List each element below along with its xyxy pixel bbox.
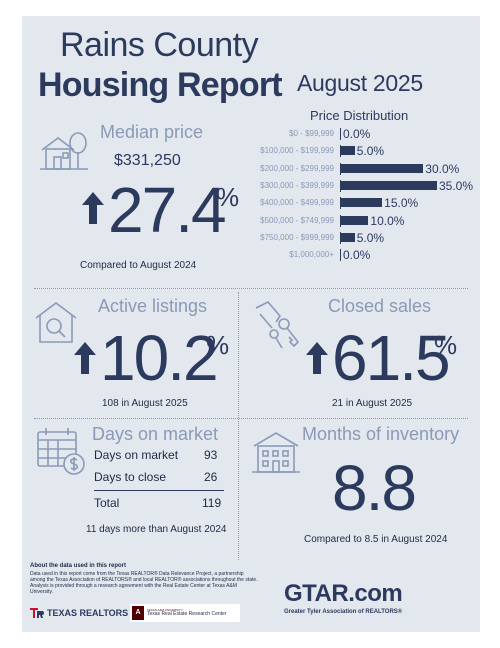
gtar-logo: GTAR.com Greater Tyler Association of RE…: [284, 580, 403, 615]
price-bin-value: 10.0%: [370, 213, 405, 228]
hand-keys-icon: [254, 298, 304, 350]
price-bin-axis-tick: [340, 145, 341, 158]
texas-realtors-text: TEXAS REALTORS: [47, 608, 129, 618]
price-bin-value: 30.0%: [425, 161, 460, 176]
price-bin-label: $300,000 - $399,999: [260, 180, 334, 190]
gtar-tagline: Greater Tyler Association of REALTORS®: [284, 609, 403, 615]
divider-vertical: [238, 292, 239, 560]
closed-sales-change: 61.5: [332, 322, 451, 394]
closed-sales-label: Closed sales: [328, 296, 432, 316]
closed-sales-percent-sign: %: [434, 330, 458, 360]
title-county: Rains County: [60, 26, 259, 64]
tamu-small-text: TEXAS A&M UNIVERSITY: [147, 608, 183, 612]
closed-sales-note: 21 in August 2025: [332, 398, 413, 409]
house-magnifier-icon: [32, 300, 80, 346]
price-bin-bar: [341, 215, 369, 225]
building-icon: [250, 430, 302, 474]
price-bin-value: 35.0%: [439, 178, 474, 193]
median-price-percent-sign: %: [216, 182, 240, 212]
texas-realtors-logo: TEXAS REALTORS: [30, 608, 128, 618]
price-bin-bar: [341, 180, 437, 190]
price-bin-value: 5.0%: [356, 230, 385, 245]
price-bin-label: $1,000,000+: [289, 250, 334, 260]
median-price-note: Compared to August 2024: [80, 260, 197, 271]
price-distribution-title: Price Distribution: [310, 108, 409, 123]
price-bin-axis-tick: [340, 249, 341, 262]
price-bin-value: 5.0%: [356, 144, 385, 159]
price-bin-label: $100,000 - $199,999: [260, 146, 334, 156]
report-page: Rains County Housing Report August 2025 …: [22, 16, 480, 632]
gtar-logo-text: GTAR.com: [284, 580, 403, 607]
price-bin-axis-tick: [340, 162, 341, 175]
price-bin-axis-tick: [340, 214, 341, 227]
months-inventory-label: Months of inventory: [302, 424, 460, 444]
price-bin-bar: [341, 146, 355, 156]
median-price-change: 27.4: [108, 174, 227, 246]
active-listings-change: 10.2: [100, 322, 219, 394]
price-bin-bar: [341, 232, 355, 242]
tamu-center-text: Texas Real Estate Research Center: [147, 611, 227, 617]
about-data-text: Data used in this report come from the T…: [30, 571, 258, 595]
tamu-mark-icon: A: [132, 606, 144, 620]
tamu-logo: A TEXAS A&M UNIVERSITY Texas Real Estate…: [130, 604, 240, 622]
dom-row-value: 93: [204, 448, 218, 462]
price-distribution-chart: $0 - $99,999 0.0% $100,000 - $199,999 5.0% $…: [22, 16, 480, 276]
dom-row-value: 26: [204, 470, 218, 484]
price-bin-label: $200,000 - $299,999: [260, 163, 334, 173]
title-report: Housing Report: [38, 66, 283, 104]
dom-row-label: Days to close: [94, 470, 167, 484]
house-tree-icon: [38, 130, 90, 172]
price-bin-axis-tick: [340, 197, 341, 210]
price-bin-axis-tick: [340, 231, 341, 244]
dom-row-label: Days on market: [94, 448, 179, 462]
median-price-value: $331,250: [114, 152, 181, 169]
active-listings-note: 108 in August 2025: [102, 398, 188, 409]
price-bin-label: $750,000 - $999,999: [260, 232, 334, 242]
days-on-market-label: Days on market: [92, 424, 219, 444]
report-date: August 2025: [297, 70, 423, 96]
up-arrow-icon: [306, 342, 328, 374]
texas-realtors-mark-icon: [30, 608, 44, 618]
active-listings-percent-sign: %: [206, 330, 230, 360]
price-bin-value: 0.0%: [343, 127, 371, 141]
price-bin-axis-tick: [340, 128, 341, 140]
months-inventory-note: Compared to 8.5 in August 2024: [304, 534, 448, 545]
price-bin-value: 15.0%: [384, 196, 419, 211]
dom-total-value: 119: [202, 496, 222, 510]
about-data-title: About the data used in this report: [30, 563, 127, 569]
up-arrow-icon: [82, 192, 104, 224]
price-bin-axis-tick: [340, 179, 341, 192]
days-on-market-note: 11 days more than August 2024: [86, 524, 227, 535]
months-inventory-value: 8.8: [332, 452, 417, 524]
active-listings-label: Active listings: [98, 296, 208, 316]
median-price-label: Median price: [100, 122, 204, 142]
price-bin-bar: [341, 163, 424, 173]
price-bin-value: 0.0%: [343, 248, 371, 263]
dom-total-label: Total: [94, 496, 120, 510]
divider-horizontal-2: [34, 418, 468, 419]
calendar-dollar-icon: [36, 426, 86, 476]
price-bin-label: $0 - $99,999: [289, 129, 334, 138]
price-bin-label: $400,000 - $499,999: [260, 198, 334, 208]
divider-horizontal-1: [34, 288, 468, 289]
price-bin-label: $500,000 - $749,999: [260, 215, 334, 225]
up-arrow-icon: [74, 342, 96, 374]
price-bin-bar: [341, 198, 383, 208]
dom-total-rule: [94, 490, 224, 491]
